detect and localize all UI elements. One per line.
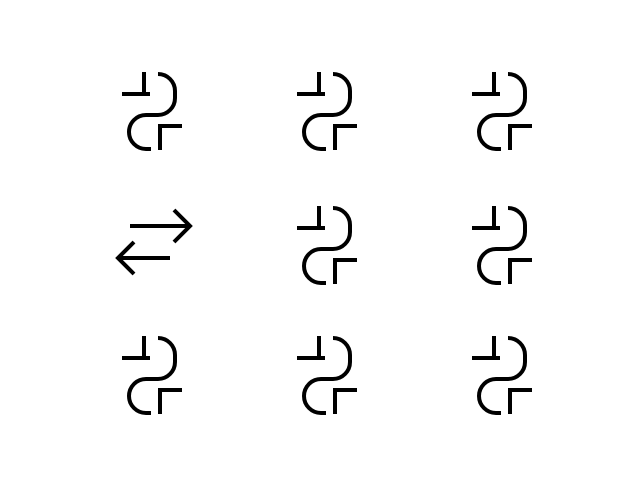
- split-link-icon-graphic: [122, 72, 182, 151]
- split-link-icon-graphic: [472, 336, 532, 415]
- split-link-icon-graphic: [122, 336, 182, 415]
- split-link-icon-graphic: [472, 72, 532, 151]
- split-link-icon: [102, 62, 202, 162]
- split-link-icon: [452, 62, 552, 162]
- split-link-icon: [452, 326, 552, 426]
- split-link-icon: [102, 326, 202, 426]
- split-link-icon-graphic: [297, 206, 357, 285]
- split-link-icon: [452, 196, 552, 296]
- split-link-icon: [277, 196, 377, 296]
- split-link-icon: [277, 62, 377, 162]
- split-link-icon-graphic: [472, 206, 532, 285]
- swap-arrows-icon: [102, 196, 202, 296]
- split-link-icon-graphic: [297, 336, 357, 415]
- swap-arrows-icon-graphic: [115, 208, 193, 276]
- split-link-icon: [277, 326, 377, 426]
- split-link-icon-graphic: [297, 72, 357, 151]
